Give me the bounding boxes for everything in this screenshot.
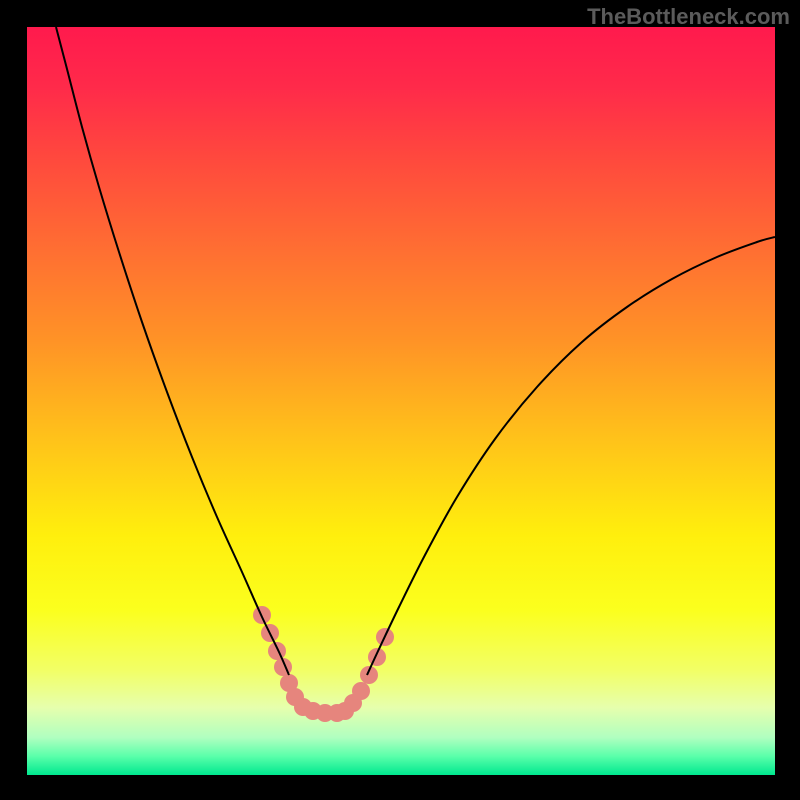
right-curve [367,237,775,675]
chart-frame: TheBottleneck.com [0,0,800,800]
curve-marker [352,682,370,700]
left-curve [56,27,289,675]
watermark-text: TheBottleneck.com [587,4,790,30]
curve-layer [27,27,775,775]
curve-marker [268,642,286,660]
plot-area [27,27,775,775]
curve-marker [368,648,386,666]
